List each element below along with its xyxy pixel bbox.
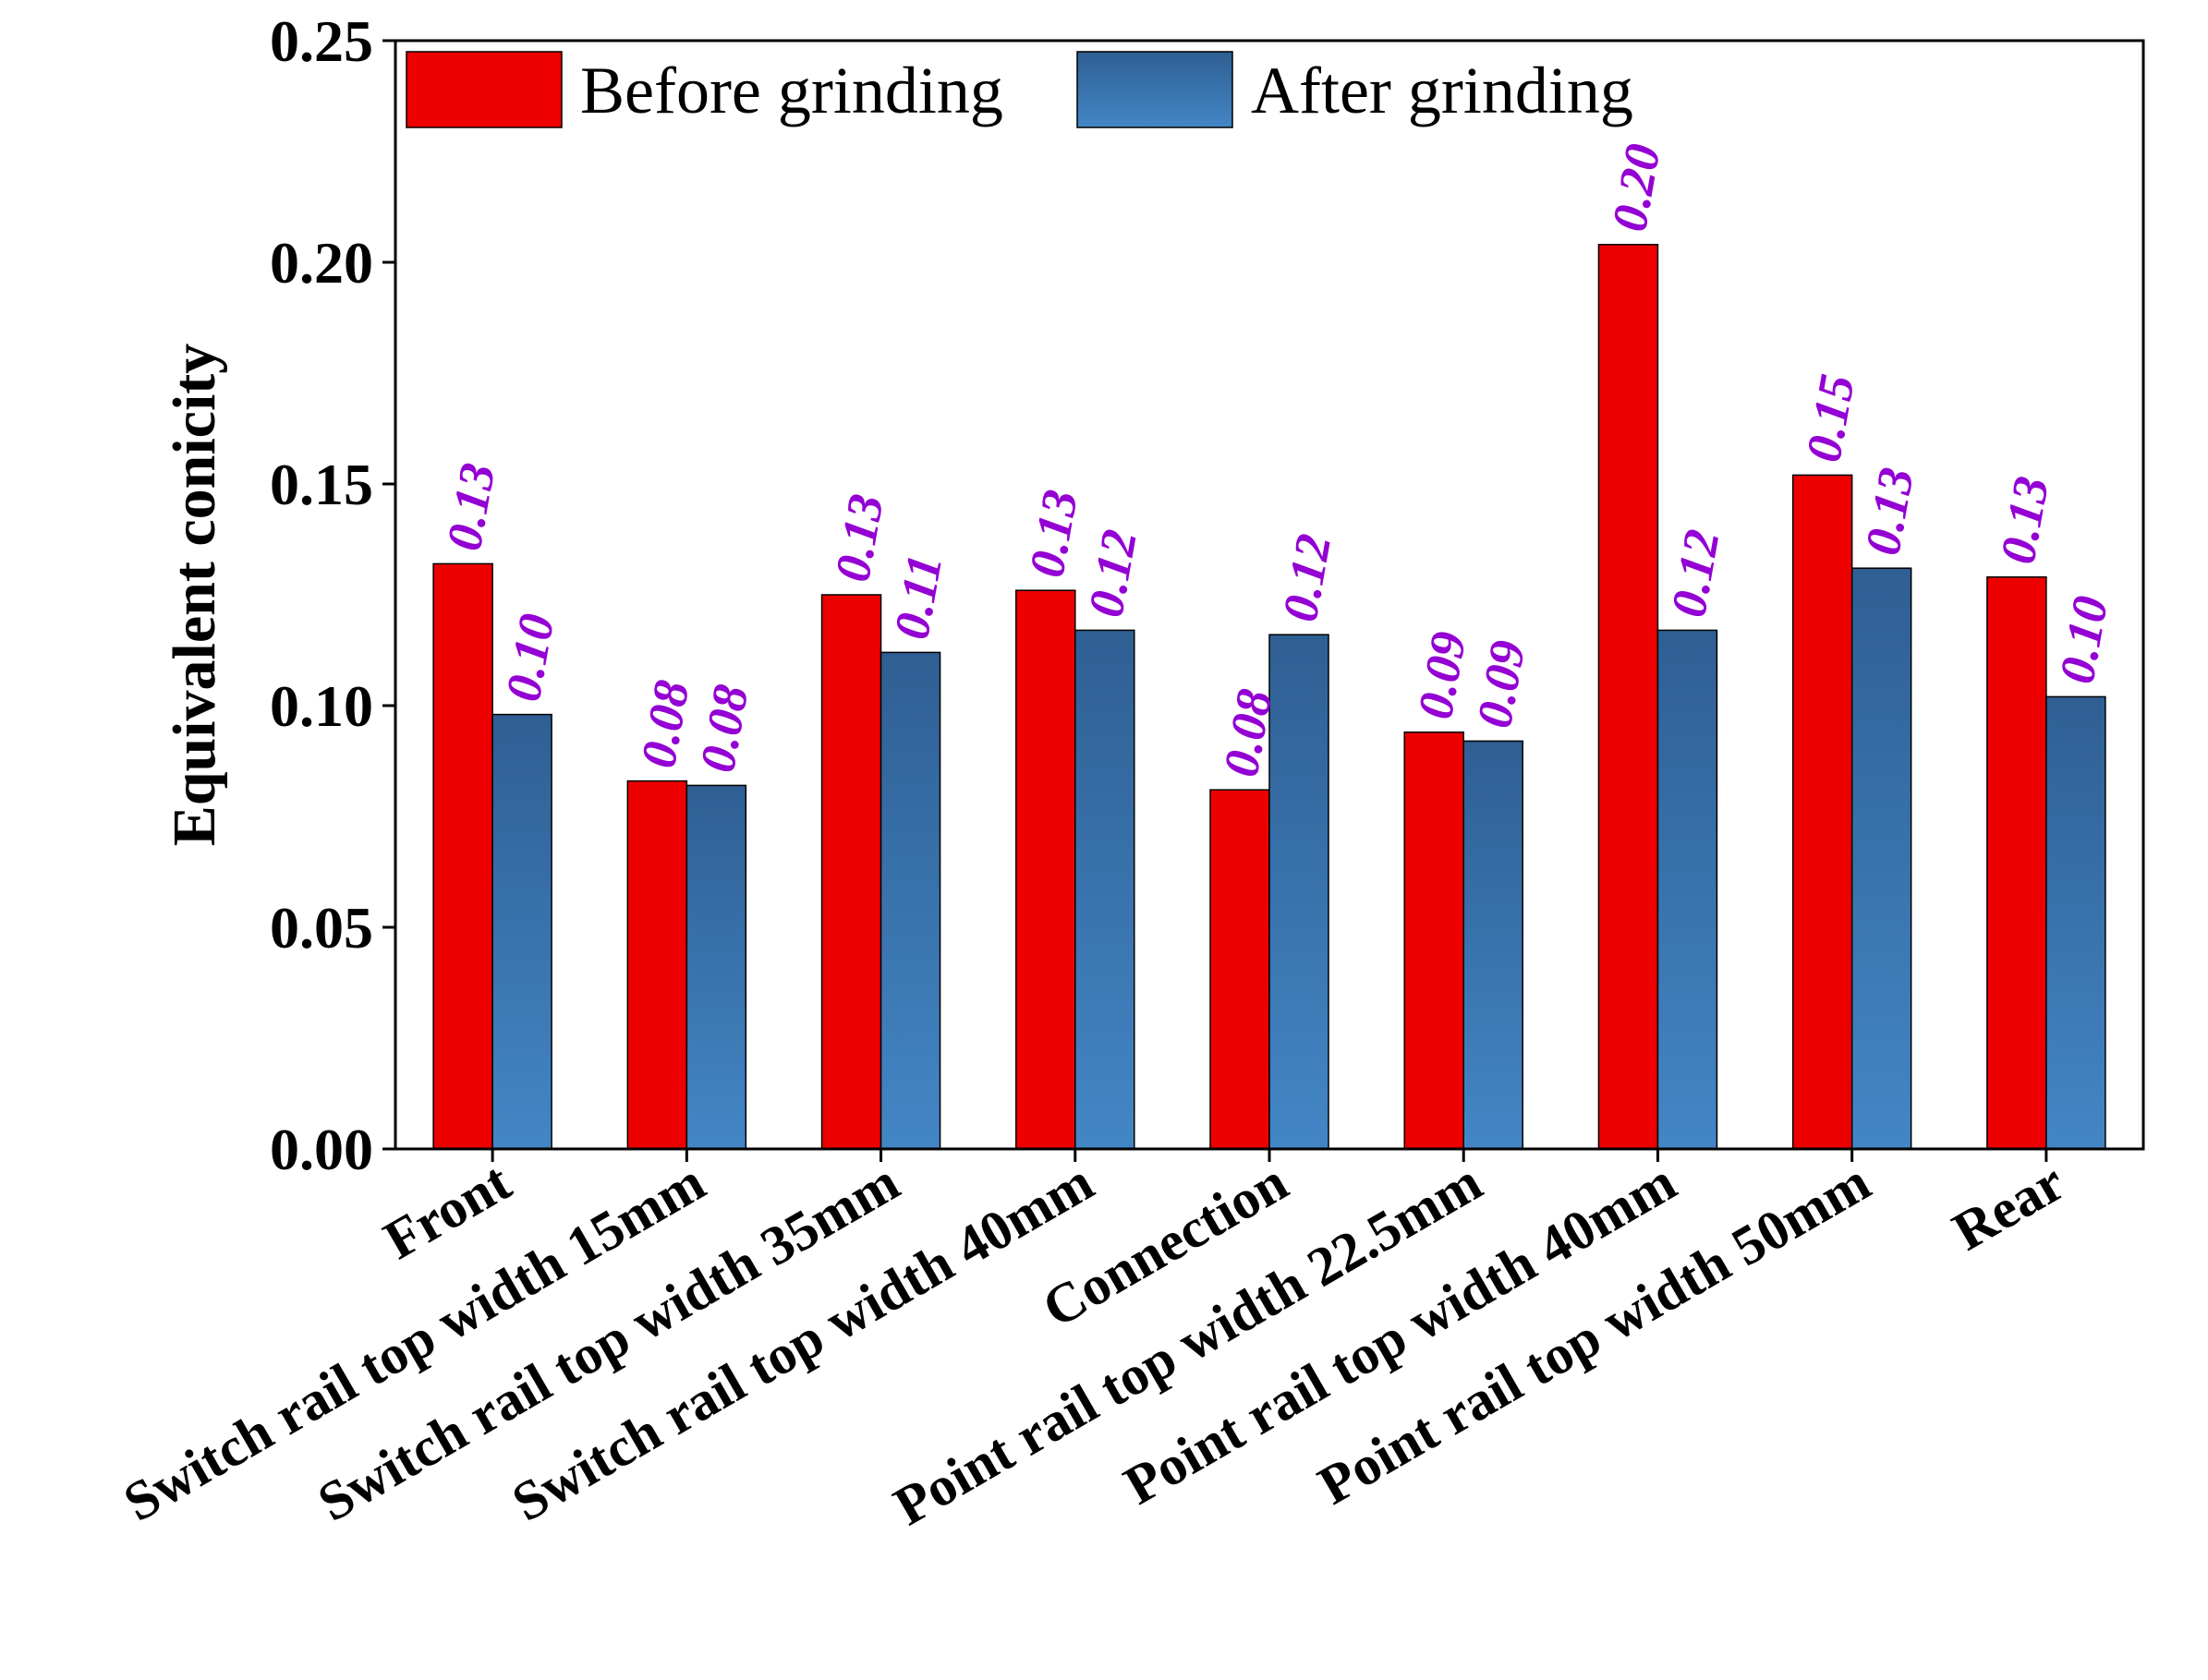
data-labels-layer: 0.130.100.080.080.130.110.130.120.080.12… [436,139,2118,780]
legend-label-after: After grinding [1251,54,1633,127]
data-label-before-3: 0.13 [1019,486,1088,581]
data-label-after-1: 0.08 [689,681,758,776]
data-label-after-4: 0.12 [1272,530,1341,625]
data-label-before-5: 0.09 [1407,627,1476,722]
bar-after-2 [880,651,941,1150]
bar-before-0 [432,562,493,1150]
data-label-before-2: 0.13 [824,490,893,586]
data-label-after-6: 0.12 [1660,526,1729,621]
y-tick-label-1: 0.05 [270,895,373,961]
bar-before-6 [1597,244,1659,1150]
bar-after-8 [2045,695,2106,1150]
data-label-after-8: 0.10 [2049,592,2118,687]
bar-after-6 [1656,629,1718,1150]
data-label-before-6: 0.20 [1601,139,1670,235]
bar-before-4 [1209,789,1270,1150]
data-label-after-5: 0.09 [1466,636,1535,731]
y-tick-label-3: 0.15 [270,452,373,517]
bar-after-7 [1850,567,1912,1150]
data-label-before-0: 0.13 [436,459,505,554]
bar-after-0 [491,713,552,1150]
bars-layer [432,244,2106,1150]
data-label-after-2: 0.11 [883,550,952,644]
bar-before-1 [626,780,688,1150]
legend-swatch-before [406,51,563,128]
data-label-before-1: 0.08 [630,676,699,771]
bar-after-1 [685,784,747,1150]
legend-swatch-after [1076,51,1233,128]
bar-before-8 [1986,576,2047,1150]
legend: Before grinding After grinding [406,51,1633,128]
data-label-after-3: 0.12 [1078,526,1147,621]
bar-after-3 [1074,629,1135,1150]
data-label-before-7: 0.15 [1795,370,1864,465]
data-label-after-7: 0.13 [1854,464,1923,559]
bar-after-4 [1268,634,1329,1150]
y-tick-label-4: 0.20 [270,230,373,296]
y-axis: 0.00 0.05 0.10 0.15 0.20 0.25 [270,8,395,1182]
data-label-before-8: 0.13 [1990,472,2059,567]
y-axis-title: Equivalent conicity [161,344,228,847]
bar-before-5 [1403,731,1464,1150]
y-tick-label-2: 0.10 [270,673,373,739]
bar-after-5 [1462,740,1523,1150]
bar-before-2 [820,594,882,1150]
x-tick-label-8: Rear [1943,1151,2075,1262]
bar-before-3 [1015,589,1076,1150]
y-tick-label-5: 0.25 [270,8,373,74]
x-tick-label-0: Front [374,1151,521,1271]
legend-label-before: Before grinding [580,54,1003,127]
bar-before-7 [1791,474,1853,1150]
y-tick-label-0: 0.00 [270,1117,373,1182]
data-label-after-0: 0.10 [495,610,564,705]
